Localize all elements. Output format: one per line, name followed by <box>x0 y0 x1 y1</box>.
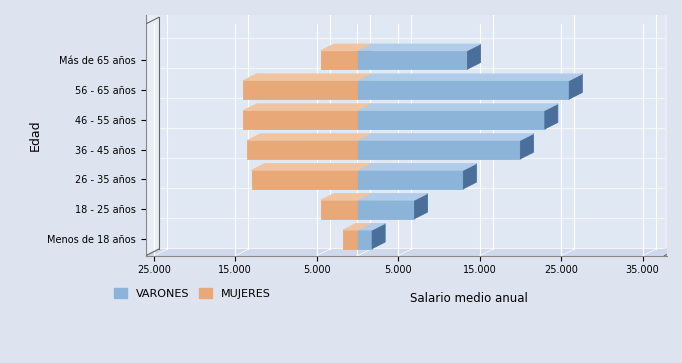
Polygon shape <box>467 44 480 69</box>
Y-axis label: Edad: Edad <box>29 119 42 151</box>
Polygon shape <box>146 249 677 256</box>
Bar <box>252 170 357 189</box>
Polygon shape <box>357 44 370 69</box>
Polygon shape <box>357 104 370 129</box>
Polygon shape <box>372 224 385 249</box>
Polygon shape <box>248 134 370 140</box>
Bar <box>243 110 357 129</box>
Bar <box>243 81 357 99</box>
Polygon shape <box>357 224 385 230</box>
Polygon shape <box>357 224 370 249</box>
Bar <box>357 200 415 219</box>
Text: Salario medio anual: Salario medio anual <box>410 292 528 305</box>
Bar <box>357 81 569 99</box>
Polygon shape <box>415 193 428 219</box>
Polygon shape <box>545 104 558 129</box>
Legend: VARONES, MUJERES: VARONES, MUJERES <box>110 284 275 303</box>
Bar <box>343 230 357 249</box>
Polygon shape <box>357 164 370 189</box>
Bar <box>321 200 357 219</box>
Polygon shape <box>357 44 480 50</box>
Polygon shape <box>357 193 428 200</box>
Polygon shape <box>343 224 370 230</box>
Polygon shape <box>159 12 664 249</box>
Bar <box>357 50 467 69</box>
Bar <box>321 50 357 69</box>
Polygon shape <box>357 74 370 99</box>
Bar <box>357 170 463 189</box>
Polygon shape <box>357 164 477 170</box>
Polygon shape <box>243 104 370 110</box>
Polygon shape <box>321 193 370 200</box>
Polygon shape <box>357 104 558 110</box>
Polygon shape <box>520 134 533 159</box>
Polygon shape <box>569 74 582 99</box>
Polygon shape <box>463 164 477 189</box>
Bar <box>357 230 372 249</box>
Polygon shape <box>357 134 533 140</box>
Bar <box>248 140 357 159</box>
Bar <box>357 110 545 129</box>
Polygon shape <box>321 44 370 50</box>
Polygon shape <box>243 74 370 81</box>
Polygon shape <box>357 193 370 219</box>
Polygon shape <box>252 164 370 170</box>
Polygon shape <box>357 134 370 159</box>
Polygon shape <box>357 74 582 81</box>
Bar <box>357 140 520 159</box>
